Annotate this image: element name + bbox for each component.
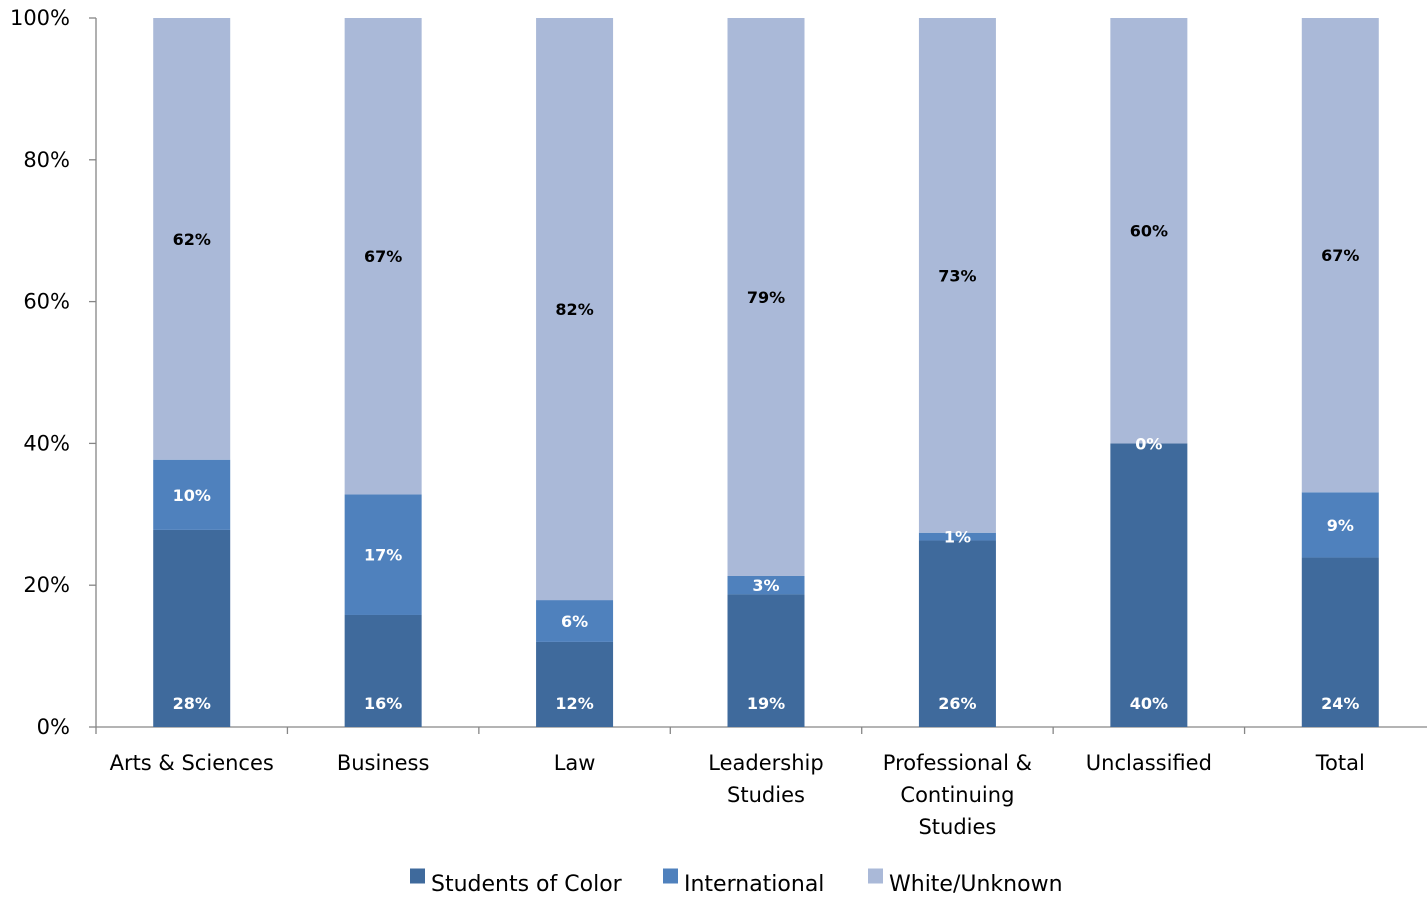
legend: Students of Color International White/Unkn… xyxy=(410,868,1063,897)
data-label: 9% xyxy=(1327,516,1354,535)
data-label: 6% xyxy=(561,612,588,631)
bar-segment xyxy=(1301,492,1379,558)
legend-label: Students of Color xyxy=(431,872,623,897)
x-tick-label: Leadership Studies xyxy=(708,751,823,807)
bar-segment xyxy=(918,532,996,541)
x-tick-label-line: Total xyxy=(1315,751,1365,775)
bar-segment xyxy=(918,18,996,533)
y-tick-label: 100% xyxy=(10,6,70,30)
x-tick-label-line: Business xyxy=(337,751,430,775)
data-label: 26% xyxy=(938,694,976,713)
x-tick-label-line: Studies xyxy=(918,815,996,839)
bar-segment xyxy=(344,614,422,727)
x-tick-label: Professional & Continuing Studies xyxy=(883,751,1032,839)
bar-segment xyxy=(918,540,996,727)
bar-segment xyxy=(536,600,614,642)
x-tick-label: Total xyxy=(1315,751,1365,775)
bar-segment xyxy=(536,18,614,601)
bar-segment xyxy=(153,459,231,530)
legend-label: International xyxy=(684,872,824,897)
bar-segment xyxy=(344,494,422,615)
bar-segment xyxy=(153,18,231,460)
data-label: 67% xyxy=(1321,246,1359,265)
data-label: 10% xyxy=(173,486,211,505)
data-label: 16% xyxy=(364,694,402,713)
data-label: 19% xyxy=(747,694,785,713)
data-label: 79% xyxy=(747,288,785,307)
bar-segment xyxy=(1110,443,1188,727)
data-label: 67% xyxy=(364,247,402,266)
x-tick-label: Arts & Sciences xyxy=(110,751,274,775)
bar-segment xyxy=(1110,18,1188,444)
data-labels: 28% 10% 62% 16% 17% 67% 12% 6% 82% 19% 3% 79% 26% 1% 7… xyxy=(173,222,1360,713)
x-tick-label: Unclassified xyxy=(1086,751,1212,775)
legend-swatch xyxy=(663,868,678,884)
x-tick-label-line: Professional & xyxy=(883,751,1032,775)
legend-swatch xyxy=(410,868,425,884)
bar-segment xyxy=(344,18,422,495)
data-label: 60% xyxy=(1130,222,1168,241)
legend-swatch xyxy=(868,868,883,884)
data-label: 0% xyxy=(1135,434,1162,453)
x-tick-label-line: Studies xyxy=(727,783,805,807)
data-label: 17% xyxy=(364,546,402,565)
x-tick-label: Law xyxy=(554,751,596,775)
bars xyxy=(153,18,1379,727)
data-label: 28% xyxy=(173,694,211,713)
bar-segment xyxy=(536,641,614,727)
x-tick-label: Business xyxy=(337,751,430,775)
x-tick-label-line: Continuing xyxy=(900,783,1014,807)
x-tick-label-line: Leadership xyxy=(708,751,823,775)
legend-label: White/Unknown xyxy=(889,872,1063,897)
axes: 0% 20% 40% 60% 80% 100% Arts & Sciences Busines… xyxy=(10,6,1427,839)
y-tick-label: 0% xyxy=(37,715,70,739)
x-tick-label-line: Law xyxy=(554,751,596,775)
data-label: 40% xyxy=(1130,694,1168,713)
y-tick-label: 40% xyxy=(23,431,70,455)
bar-segment xyxy=(727,575,805,595)
bar-segment xyxy=(727,594,805,727)
bar-segment xyxy=(153,529,231,727)
data-label: 24% xyxy=(1321,694,1359,713)
data-label: 82% xyxy=(555,300,593,319)
bar-segment xyxy=(1301,18,1379,493)
data-label: 73% xyxy=(938,266,976,285)
bar-segment xyxy=(1301,557,1379,727)
y-tick-label: 60% xyxy=(23,290,70,314)
y-tick-label: 80% xyxy=(23,148,70,172)
data-label: 62% xyxy=(173,230,211,249)
data-label: 12% xyxy=(555,694,593,713)
x-tick-label-line: Arts & Sciences xyxy=(110,751,274,775)
data-label: 3% xyxy=(752,576,779,595)
bar-segment xyxy=(727,18,805,576)
y-tick-label: 20% xyxy=(23,573,70,597)
x-tick-label-line: Unclassified xyxy=(1086,751,1212,775)
data-label: 1% xyxy=(944,528,971,547)
